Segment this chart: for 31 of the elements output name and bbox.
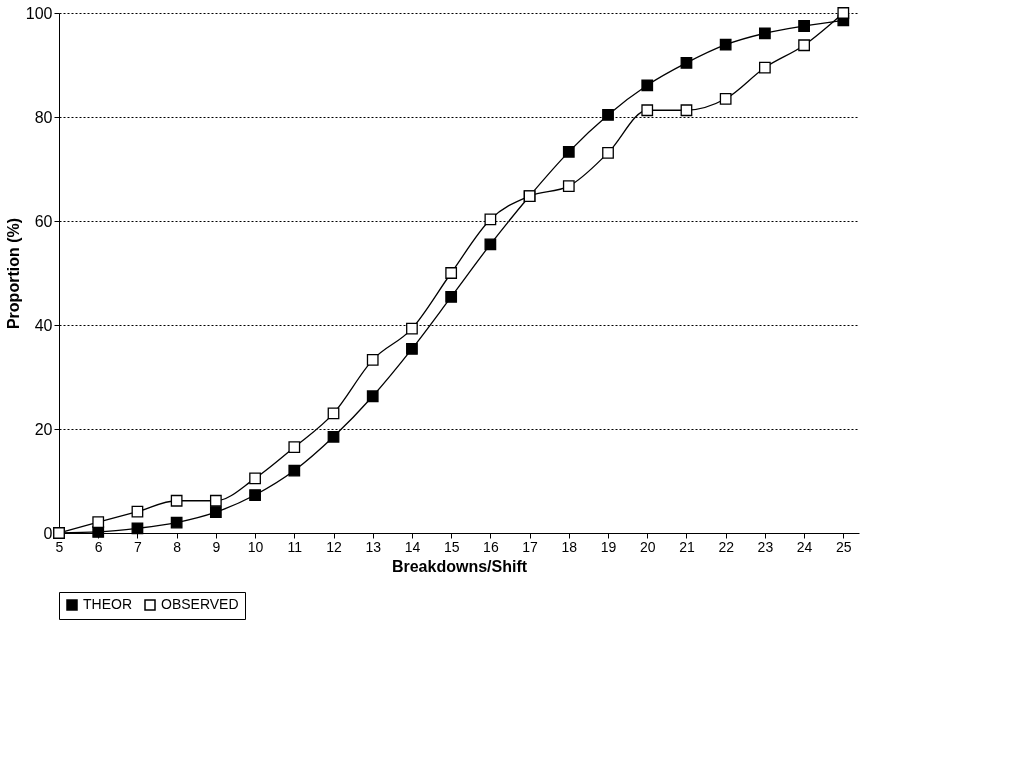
x-tick-label: 22	[718, 538, 735, 555]
x-tick-label: 15	[443, 538, 460, 555]
y-tick-label: 80	[34, 108, 53, 126]
x-tick-label: 7	[134, 538, 143, 555]
x-tick-label: 5	[55, 538, 64, 555]
x-tick-label: 6	[94, 538, 103, 555]
x-tick-label: 12	[326, 538, 343, 555]
y-tick-label: 100	[25, 4, 53, 22]
x-tick-label: 16	[483, 538, 499, 555]
x-tick-label: 10	[247, 538, 264, 555]
x-tick-label: 13	[365, 538, 382, 555]
x-tick-label: 9	[212, 538, 221, 555]
x-tick-label: 17	[522, 538, 539, 555]
legend-label: THEOR	[83, 596, 132, 612]
x-tick-label: 14	[404, 538, 421, 555]
x-tick-label: 8	[173, 538, 182, 555]
x-tick-label: 24	[796, 538, 813, 555]
x-tick-label: 21	[679, 538, 695, 555]
x-tick-label: 11	[287, 538, 303, 555]
y-tick-label: 20	[34, 420, 53, 438]
x-axis-title: Breakdowns/Shift	[391, 557, 528, 575]
x-tick-label: 18	[561, 538, 578, 555]
x-tick-label: 23	[757, 538, 774, 555]
y-tick-label: 40	[34, 316, 53, 334]
x-tick-label: 20	[639, 538, 656, 555]
y-tick-label: 0	[43, 524, 53, 542]
y-tick-label: 60	[34, 212, 53, 230]
y-axis-title: Proportion (%)	[4, 217, 22, 330]
legend-label: OBSERVED	[161, 596, 239, 612]
x-tick-label: 19	[600, 538, 617, 555]
x-tick-label: 25	[836, 538, 852, 555]
